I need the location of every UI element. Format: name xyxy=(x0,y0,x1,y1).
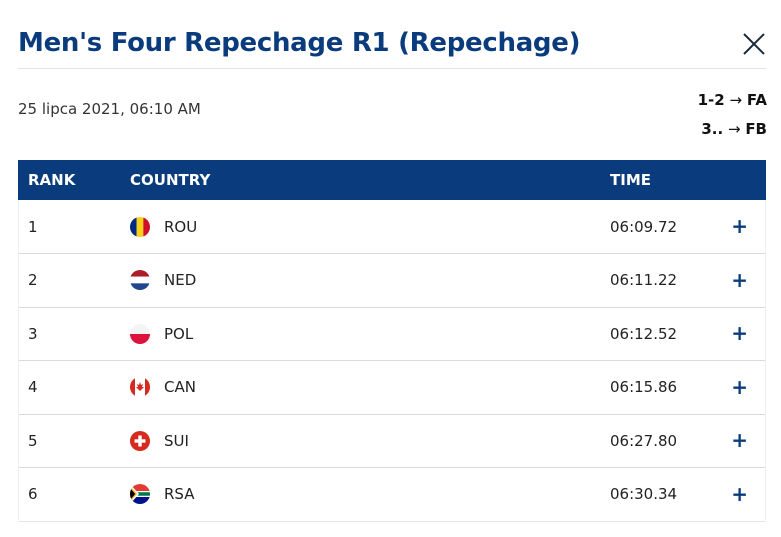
expand-cell: + xyxy=(730,468,766,522)
expand-row-button[interactable]: + xyxy=(731,267,748,292)
arrow-icon: → xyxy=(729,91,743,109)
table-row: 2 NED 06:11.22 + xyxy=(18,254,766,308)
rank-cell: 3 xyxy=(28,324,38,343)
expand-row-button[interactable]: + xyxy=(731,214,748,238)
canada-flag-icon xyxy=(130,377,150,398)
time-cell: 06:30.34 xyxy=(610,485,678,504)
south-africa-flag-icon xyxy=(130,484,150,505)
expand-row-button[interactable]: + xyxy=(731,374,748,399)
rank-cell: 4 xyxy=(28,378,38,397)
rank-cell: 1 xyxy=(28,217,38,236)
time-cell: 06:09.72 xyxy=(610,217,678,236)
country-code: ROU xyxy=(164,217,198,236)
country-cell: SUI xyxy=(130,414,610,468)
results-table: RANK COUNTRY TIME 1 ROU 06:09.72 + 2 xyxy=(18,160,766,522)
country-code: RSA xyxy=(164,485,195,504)
country-code: POL xyxy=(164,324,194,343)
close-button[interactable] xyxy=(740,30,768,58)
country-cell: NED xyxy=(130,254,610,308)
poland-flag-icon xyxy=(130,323,150,344)
time-cell: 06:11.22 xyxy=(610,271,678,290)
qualification-rule-1: 1-2 → FA xyxy=(698,86,767,115)
arrow-icon: → xyxy=(727,120,741,138)
switzerland-flag-icon xyxy=(130,430,150,451)
table-row: 6 RSA xyxy=(18,468,766,522)
table-row: 1 ROU 06:09.72 + xyxy=(18,200,766,254)
expand-cell: + xyxy=(730,361,766,415)
country-cell: POL xyxy=(130,307,610,361)
table-row: 3 POL 06:12.52 + xyxy=(18,307,766,361)
qualification-dest: FA xyxy=(746,91,767,109)
expand-cell: + xyxy=(730,200,766,254)
page-title: Men's Four Repechage R1 (Repechage) xyxy=(18,28,581,58)
qualification-rule-2: 3.. → FB xyxy=(698,115,767,144)
country-code: SUI xyxy=(164,431,189,450)
country-code: CAN xyxy=(164,378,196,397)
column-header-expand xyxy=(730,160,766,200)
qualification-range: 3.. xyxy=(701,120,724,138)
results-table-body: 1 ROU 06:09.72 + 2 NED xyxy=(18,200,766,521)
table-row: 5 SUI 06:27.80 + xyxy=(18,414,766,468)
expand-row-button[interactable]: + xyxy=(731,481,748,506)
country-cell: ROU xyxy=(130,200,610,254)
netherlands-flag-icon xyxy=(130,270,150,291)
expand-row-button[interactable]: + xyxy=(731,321,748,346)
header-row: RANK COUNTRY TIME xyxy=(18,160,766,200)
time-cell: 06:15.86 xyxy=(610,378,678,397)
country-code: NED xyxy=(164,271,197,290)
expand-cell: + xyxy=(730,254,766,308)
rank-cell: 5 xyxy=(28,431,38,450)
close-icon[interactable] xyxy=(740,30,768,58)
time-cell: 06:12.52 xyxy=(610,324,678,343)
qualification-range: 1-2 xyxy=(697,91,725,109)
title-divider xyxy=(18,68,766,69)
country-cell: RSA xyxy=(130,468,610,522)
column-header-country: COUNTRY xyxy=(130,171,211,189)
qualification-dest: FB xyxy=(745,120,767,138)
column-header-rank: RANK xyxy=(28,171,76,189)
table-row: 4 CAN 06:15.86 + xyxy=(18,361,766,415)
results-table-header: RANK COUNTRY TIME xyxy=(18,160,766,200)
rank-cell: 2 xyxy=(28,271,38,290)
time-cell: 06:27.80 xyxy=(610,431,678,450)
expand-row-button[interactable]: + xyxy=(731,428,748,453)
country-cell: CAN xyxy=(130,361,610,415)
qualification-rules: 1-2 → FA 3.. → FB xyxy=(698,86,767,144)
romania-flag-icon xyxy=(130,216,150,237)
race-date: 25 lipca 2021, 06:10 AM xyxy=(18,100,201,118)
column-header-time: TIME xyxy=(610,171,651,189)
rank-cell: 6 xyxy=(28,485,38,504)
expand-cell: + xyxy=(730,414,766,468)
expand-cell: + xyxy=(730,307,766,361)
